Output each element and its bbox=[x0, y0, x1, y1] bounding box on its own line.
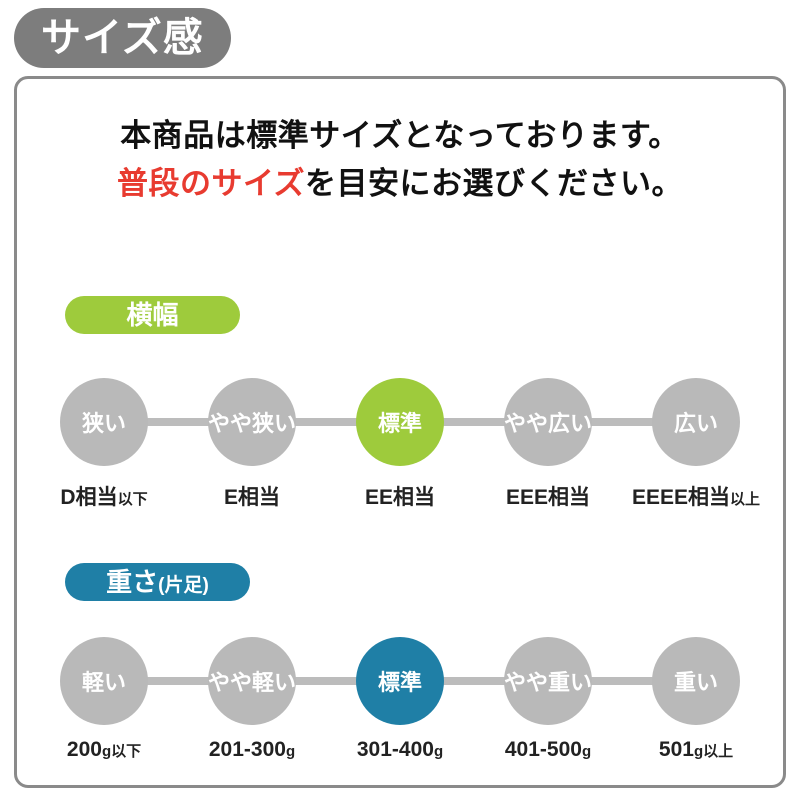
width-badge-label: 横幅 bbox=[126, 300, 179, 330]
section-title-badge: サイズ感 bbox=[14, 8, 231, 68]
weight-step-somewhat-heavy: やや重い bbox=[504, 637, 592, 725]
size-guide-card: 本商品は標準サイズとなっております。 普段のサイズを目安にお選びください。 横幅… bbox=[14, 76, 786, 788]
width-value-4: EEEE相当以上 bbox=[632, 481, 760, 511]
width-value-2: EE相当 bbox=[365, 481, 435, 511]
weight-value-0-suffix: g以下 bbox=[101, 743, 142, 760]
weight-value-4-suffix: g以上 bbox=[693, 743, 734, 760]
width-value-3: EEE相当 bbox=[506, 481, 590, 511]
width-step-somewhat-wide: やや広い bbox=[504, 378, 592, 466]
weight-badge-sub: (片足) bbox=[158, 575, 209, 596]
width-value-2-main: EE相当 bbox=[364, 486, 436, 509]
weight-value-4: 501g以上 bbox=[659, 738, 733, 762]
weight-step-somewhat-light: やや軽い bbox=[208, 637, 296, 725]
width-step-narrow: 狭い bbox=[60, 378, 148, 466]
weight-value-0: 200g以下 bbox=[67, 738, 141, 762]
weight-value-3-suffix: g bbox=[581, 743, 592, 760]
weight-value-3: 401-500g bbox=[505, 738, 591, 762]
weight-section-badge: 重さ(片足) bbox=[65, 563, 250, 601]
intro-line-1: 本商品は標準サイズとなっております。 bbox=[120, 118, 680, 153]
width-value-1-main: E相当 bbox=[223, 486, 281, 509]
weight-value-1-suffix: g bbox=[285, 743, 296, 760]
weight-step-standard-active: 標準 bbox=[356, 637, 444, 725]
width-value-1: E相当 bbox=[224, 481, 280, 511]
weight-step-heavy: 重い bbox=[652, 637, 740, 725]
weight-values: 200g以下 201-300g 301-400g 401-500g 501g以上 bbox=[60, 738, 740, 768]
width-value-0-main: D相当 bbox=[60, 486, 118, 509]
weight-value-0-main: 200 bbox=[66, 738, 102, 761]
weight-value-2-suffix: g bbox=[433, 743, 444, 760]
weight-value-2-main: 301-400 bbox=[356, 738, 434, 761]
weight-step-light: 軽い bbox=[60, 637, 148, 725]
width-value-3-main: EEE相当 bbox=[505, 486, 591, 509]
weight-value-4-main: 501 bbox=[658, 738, 694, 761]
weight-value-1-main: 201-300 bbox=[208, 738, 286, 761]
width-step-standard-active: 標準 bbox=[356, 378, 444, 466]
width-step-wide: 広い bbox=[652, 378, 740, 466]
width-value-0-suffix: 以下 bbox=[117, 491, 148, 508]
weight-value-2: 301-400g bbox=[357, 738, 443, 762]
weight-scale: 軽い やや軽い 標準 やや重い 重い bbox=[60, 637, 740, 725]
intro-highlight: 普段のサイズ bbox=[116, 166, 306, 201]
width-section-badge: 横幅 bbox=[65, 296, 240, 334]
intro-text: 本商品は標準サイズとなっております。 普段のサイズを目安にお選びください。 bbox=[17, 112, 783, 208]
weight-value-3-main: 401-500 bbox=[504, 738, 582, 761]
weight-value-1: 201-300g bbox=[209, 738, 295, 762]
width-value-4-main: EEEE相当 bbox=[631, 486, 731, 509]
width-values: D相当以下 E相当 EE相当 EEE相当 EEEE相当以上 bbox=[60, 481, 760, 511]
width-value-0: D相当以下 bbox=[60, 481, 147, 511]
intro-line-2-rest: を目安にお選びください。 bbox=[305, 166, 684, 201]
width-step-somewhat-narrow: やや狭い bbox=[208, 378, 296, 466]
weight-badge-label: 重さ bbox=[106, 567, 159, 597]
width-scale: 狭い やや狭い 標準 やや広い 広い bbox=[60, 378, 740, 466]
width-value-4-suffix: 以上 bbox=[730, 491, 761, 508]
intro-line-2: 普段のサイズを目安にお選びください。 bbox=[17, 160, 783, 208]
